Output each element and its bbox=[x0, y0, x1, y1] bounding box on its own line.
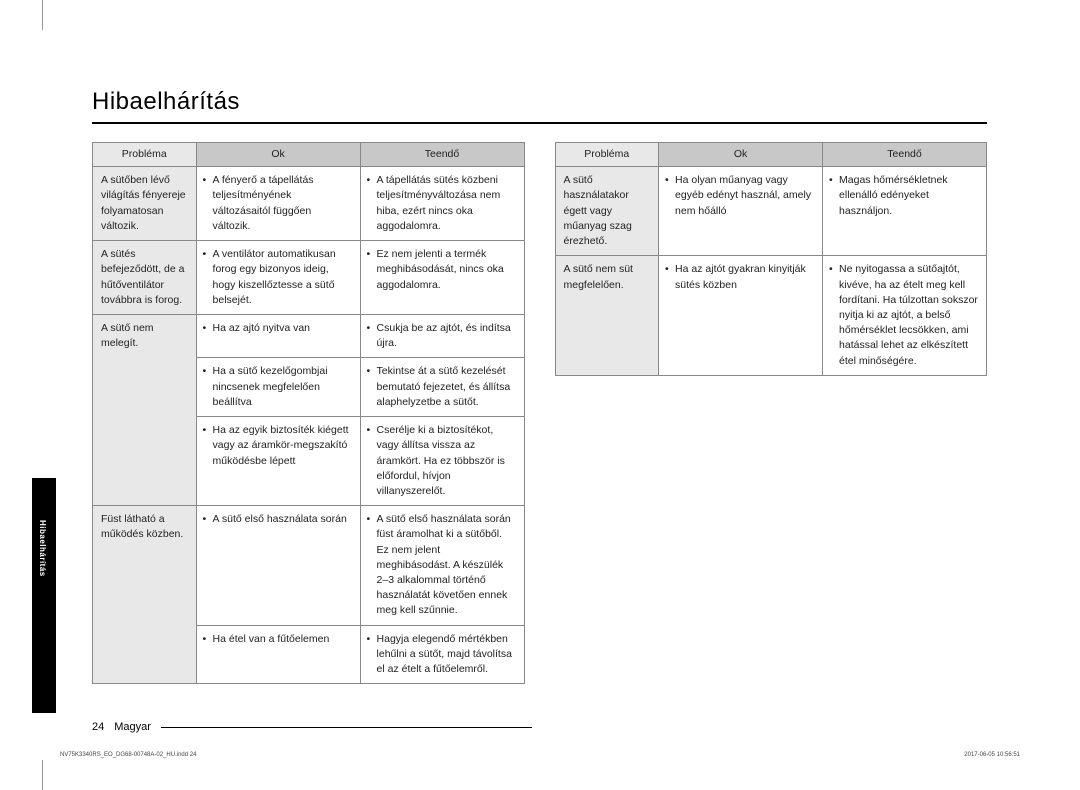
table-cell: •Csukja be az ajtót, és indítsa újra. bbox=[360, 314, 524, 357]
table-row: Füst látható a működés közben.•A sütő el… bbox=[93, 506, 525, 626]
table-row: A sütő nem süt megfelelően.•Ha az ajtót … bbox=[555, 256, 987, 376]
problem-cell: A sütőben lévő világítás fényereje folya… bbox=[93, 167, 197, 241]
table-cell: •Ha a sütő kezelőgombjai nincsenek megfe… bbox=[196, 358, 360, 417]
table-cell: •Ha az egyik biztosíték kiégett vagy az … bbox=[196, 417, 360, 506]
page-language: Magyar bbox=[114, 721, 151, 733]
section-tab bbox=[32, 478, 56, 713]
print-filename: NV75K3340RS_EO_DG68-00748A-02_HU.indd 24 bbox=[60, 752, 196, 758]
table-cell: •Ez nem jelenti a termék meghibásodását,… bbox=[360, 241, 524, 315]
table-cell: •Cserélje ki a biztosítékot, vagy állíts… bbox=[360, 417, 524, 506]
table-cell: •Ha étel van a fűtőelemen bbox=[196, 625, 360, 684]
header-teendo: Teendő bbox=[360, 143, 524, 167]
header-ok: Ok bbox=[196, 143, 360, 167]
problem-cell: A sütő nem melegít. bbox=[93, 314, 197, 505]
table-cell: •A sütő első használata során füst áramo… bbox=[360, 506, 524, 626]
table-cell: •Ne nyitogassa a sütőajtót, kivéve, ha a… bbox=[823, 256, 987, 376]
table-row: A sütő használatakor égett vagy műanyag … bbox=[555, 167, 987, 256]
page-footer: 24 Magyar bbox=[92, 721, 532, 733]
table-cell: •Ha az ajtó nyitva van bbox=[196, 314, 360, 357]
problem-cell: A sütés befejeződött, de a hűtőventiláto… bbox=[93, 241, 197, 315]
table-cell: •Hagyja elegendő mértékben lehűlni a süt… bbox=[360, 625, 524, 684]
left-column: Probléma Ok Teendő A sütőben lévő világí… bbox=[92, 142, 525, 684]
table-row: A sütőben lévő világítás fényereje folya… bbox=[93, 167, 525, 241]
problem-cell: A sütő nem süt megfelelően. bbox=[555, 256, 659, 376]
troubleshooting-table-left: Probléma Ok Teendő A sütőben lévő világí… bbox=[92, 142, 525, 684]
header-problema: Probléma bbox=[93, 143, 197, 167]
section-tab-label: Hibaelhárítás bbox=[38, 520, 47, 577]
table-cell: •Ha olyan műanyag vagy egyéb edényt hasz… bbox=[659, 167, 823, 256]
title-underline bbox=[92, 122, 987, 124]
problem-cell: Füst látható a működés közben. bbox=[93, 506, 197, 684]
header-problema: Probléma bbox=[555, 143, 659, 167]
right-column: Probléma Ok Teendő A sütő használatakor … bbox=[555, 142, 988, 684]
header-teendo: Teendő bbox=[823, 143, 987, 167]
page-number: 24 bbox=[92, 721, 104, 733]
problem-cell: A sütő használatakor égett vagy műanyag … bbox=[555, 167, 659, 256]
page-title: Hibaelhárítás bbox=[92, 88, 987, 116]
table-cell: •A fényerő a tápellátás teljesítményének… bbox=[196, 167, 360, 241]
table-cell: •A tápellátás sütés közbeni teljesítmény… bbox=[360, 167, 524, 241]
header-ok: Ok bbox=[659, 143, 823, 167]
print-timestamp: 2017-06-05 10:56:51 bbox=[964, 752, 1020, 758]
troubleshooting-table-right: Probléma Ok Teendő A sütő használatakor … bbox=[555, 142, 988, 376]
table-cell: •Tekintse át a sütő kezelését bemutató f… bbox=[360, 358, 524, 417]
table-cell: •Magas hőmérsékletnek ellenálló edényeke… bbox=[823, 167, 987, 256]
table-row: A sütő nem melegít.•Ha az ajtó nyitva va… bbox=[93, 314, 525, 357]
table-cell: •A ventilátor automatikusan forog egy bi… bbox=[196, 241, 360, 315]
table-cell: •Ha az ajtót gyakran kinyitják sütés köz… bbox=[659, 256, 823, 376]
table-row: A sütés befejeződött, de a hűtőventiláto… bbox=[93, 241, 525, 315]
table-cell: •A sütő első használata során bbox=[196, 506, 360, 626]
